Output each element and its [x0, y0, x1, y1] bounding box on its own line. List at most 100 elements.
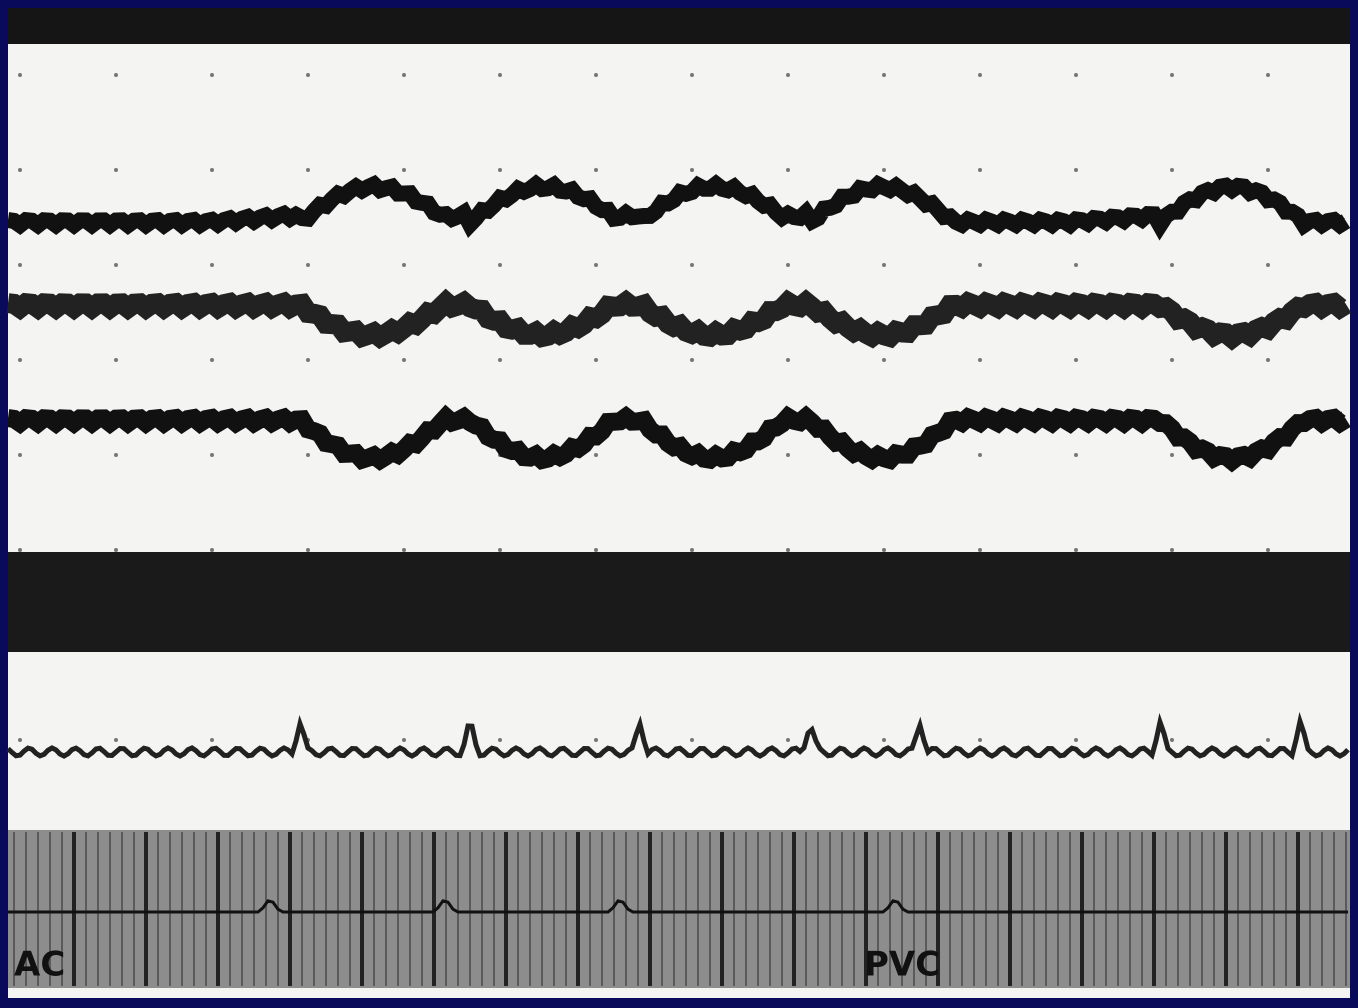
dot — [1074, 73, 1078, 77]
dot — [1266, 73, 1270, 77]
dot — [402, 73, 406, 77]
septum-lower — [6, 404, 1351, 473]
label-ac: AC — [14, 945, 65, 985]
dot — [114, 738, 118, 742]
dot — [690, 548, 694, 552]
dot — [786, 548, 790, 552]
dot — [1170, 263, 1174, 267]
dot — [114, 73, 118, 77]
dot — [594, 358, 598, 362]
dot — [402, 263, 406, 267]
dot — [690, 263, 694, 267]
dot — [1170, 738, 1174, 742]
dot — [1074, 738, 1078, 742]
dot — [498, 168, 502, 172]
dot — [114, 548, 118, 552]
dot — [1266, 548, 1270, 552]
dot — [210, 738, 214, 742]
dot — [210, 168, 214, 172]
dot — [114, 453, 118, 457]
valve-trace — [6, 288, 1352, 351]
dot — [306, 263, 310, 267]
label-pvc: PVC — [864, 945, 940, 985]
dot — [978, 453, 982, 457]
dot — [402, 738, 406, 742]
dot — [18, 263, 22, 267]
dot — [1170, 453, 1174, 457]
dot — [498, 738, 502, 742]
dot — [690, 358, 694, 362]
dot — [18, 358, 22, 362]
dot — [594, 168, 598, 172]
dot — [978, 168, 982, 172]
dot — [978, 73, 982, 77]
dot — [18, 738, 22, 742]
strip-ecg — [8, 899, 1348, 914]
dot — [786, 263, 790, 267]
dot — [1074, 168, 1078, 172]
dot — [786, 738, 790, 742]
dot — [18, 168, 22, 172]
dot — [18, 453, 22, 457]
dot — [498, 548, 502, 552]
dot — [498, 73, 502, 77]
dot — [1266, 263, 1270, 267]
ecg-strip — [8, 830, 1350, 988]
dot — [594, 548, 598, 552]
dot — [882, 263, 886, 267]
dot — [1074, 548, 1078, 552]
dot — [18, 548, 22, 552]
wall-traces — [6, 174, 1352, 761]
strip-grid — [8, 832, 1348, 986]
dot — [1170, 358, 1174, 362]
dot — [210, 548, 214, 552]
dot — [594, 738, 598, 742]
dot — [882, 168, 886, 172]
dot — [1170, 73, 1174, 77]
dot — [978, 358, 982, 362]
dot — [306, 73, 310, 77]
dot — [114, 358, 118, 362]
dot — [786, 453, 790, 457]
dot — [690, 738, 694, 742]
dot — [1074, 263, 1078, 267]
septum-upper — [6, 174, 1351, 241]
dot — [114, 263, 118, 267]
dot — [786, 358, 790, 362]
dot — [690, 168, 694, 172]
dot — [882, 738, 886, 742]
dot — [306, 168, 310, 172]
dot — [210, 73, 214, 77]
dot — [1266, 358, 1270, 362]
dot — [978, 548, 982, 552]
dot — [882, 358, 886, 362]
dot — [978, 263, 982, 267]
dot — [1266, 168, 1270, 172]
dot — [306, 548, 310, 552]
dot — [1170, 168, 1174, 172]
dot — [786, 168, 790, 172]
dot — [1266, 738, 1270, 742]
dot — [594, 453, 598, 457]
dot — [498, 263, 502, 267]
top-band — [8, 8, 1350, 44]
dot — [1170, 548, 1174, 552]
dot — [210, 358, 214, 362]
dot — [114, 168, 118, 172]
dot — [306, 453, 310, 457]
dot — [402, 548, 406, 552]
dot — [882, 73, 886, 77]
dot — [210, 453, 214, 457]
dot — [594, 73, 598, 77]
ecg-trace — [6, 711, 1350, 761]
dot — [594, 263, 598, 267]
dot — [1074, 453, 1078, 457]
dot — [402, 168, 406, 172]
dot — [210, 263, 214, 267]
dot — [978, 738, 982, 742]
dot — [882, 548, 886, 552]
dot — [498, 358, 502, 362]
dot — [306, 358, 310, 362]
